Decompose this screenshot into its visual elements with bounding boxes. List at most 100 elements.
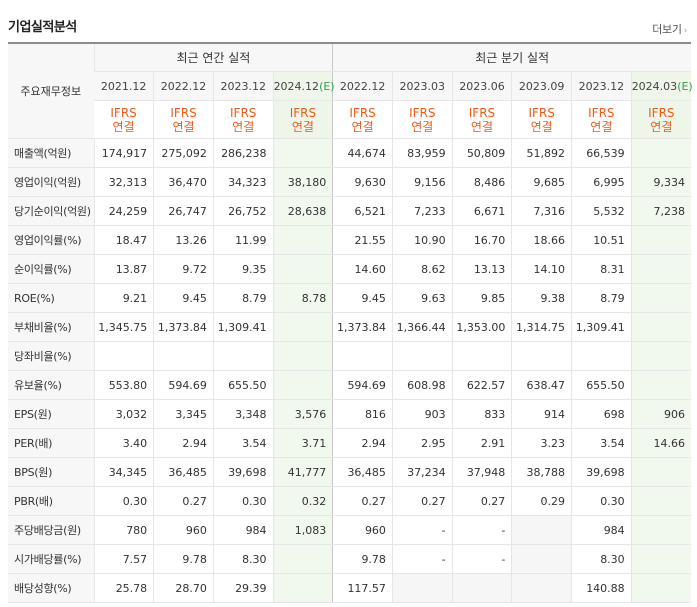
table-cell [630, 486, 691, 516]
basis-header: IFRS 연결 [571, 100, 632, 139]
table-row: 영업이익(억원) 32,313 36,470 34,323 38,180 9,630 9,1… [8, 167, 691, 197]
table-cell: 3,345 [153, 399, 214, 429]
table-cell: 9.63 [391, 283, 453, 313]
period-header: 2023.03 [391, 71, 453, 101]
table-cell: 36,470 [153, 167, 214, 197]
table-cell [212, 341, 274, 371]
table-cell: 2.94 [153, 428, 214, 458]
table-row: 주당배당금(원) 780 960 984 1,083 960- -984 [8, 515, 691, 545]
table-cell: 18.47 [93, 225, 154, 255]
basis-scope: 연결 [351, 119, 374, 134]
table-cell: 9.38 [511, 283, 572, 313]
table-cell: 1,309.41 [212, 312, 274, 342]
table-cell [630, 370, 691, 400]
table-cell [451, 341, 512, 371]
table-cell: 18.66 [511, 225, 572, 255]
table-cell: 984 [571, 515, 632, 545]
table-cell: 9.85 [451, 283, 512, 313]
table-cell [451, 573, 512, 603]
table-cell: 13.13 [451, 254, 512, 284]
row-label: 순이익률(%) [8, 254, 94, 284]
basis-scope: 연결 [172, 119, 195, 134]
period-label: 2023.12 [578, 79, 625, 93]
table-cell: 25.78 [93, 573, 154, 603]
table-cell: 8.78 [272, 283, 333, 313]
table-cell: 9.35 [212, 254, 274, 284]
table-cell: 1,353.00 [451, 312, 512, 342]
table-cell: 9.45 [332, 283, 393, 313]
table-row: 당기순이익(억원) 24,259 26,747 26,752 28,638 6,521 7,… [8, 196, 691, 226]
table-cell: 3,032 [93, 399, 154, 429]
table-cell: 1,373.84 [153, 312, 214, 342]
chevron-right-icon: › [683, 26, 688, 36]
table-cell [272, 573, 333, 603]
basis-scope: 연결 [411, 119, 434, 134]
basis-standard: IFRS [289, 105, 317, 120]
basis-scope: 연결 [232, 119, 255, 134]
row-label: 부채비율(%) [8, 312, 94, 342]
table-cell: 83,959 [391, 138, 453, 168]
table-cell [272, 341, 333, 371]
basis-header: IFRS 연결 [451, 100, 512, 139]
table-cell [630, 573, 691, 603]
basis-header: IFRS 연결 [511, 100, 572, 139]
table-cell: 698 [571, 399, 632, 429]
basis-standard: IFRS [528, 105, 555, 120]
table-cell: 9.72 [153, 254, 214, 284]
table-cell [272, 225, 333, 255]
table-cell: 3.23 [511, 428, 572, 458]
table-cell: 37,948 [451, 457, 512, 487]
table-cell: 1,366.44 [391, 312, 453, 342]
table-cell: 9.78 [332, 544, 393, 574]
table-row: 부채비율(%) 1,345.75 1,373.84 1,309.41 1,373.84 1… [8, 312, 691, 342]
basis-header: IFRS 연결 [153, 100, 214, 139]
period-label: 2022.12 [160, 79, 207, 93]
period-label: 2023.03 [399, 79, 446, 93]
basis-header: IFRS 연결 [272, 100, 333, 139]
row-label: 영업이익(억원) [8, 167, 94, 197]
table-cell [93, 341, 154, 371]
table-cell: 0.32 [272, 486, 333, 516]
basis-header: IFRS 연결 [391, 100, 453, 139]
row-label: 당기순이익(억원) [8, 196, 94, 226]
table-cell: 3,348 [212, 399, 274, 429]
period-label: 2024.12 [273, 79, 320, 93]
table-cell: 0.30 [212, 486, 274, 516]
basis-header: IFRS 연결 [212, 100, 274, 139]
basis-standard: IFRS [230, 105, 257, 120]
table-cell: 9,630 [332, 167, 393, 197]
row-label: PBR(배) [8, 486, 94, 516]
period-label: 2023.12 [220, 79, 266, 93]
basis-standard: IFRS [409, 105, 436, 120]
table-cell: 9,334 [630, 167, 691, 197]
table-cell [511, 515, 572, 545]
table-row: 순이익률(%) 13.87 9.72 9.35 14.60 8.62 13.13 14.10 8… [8, 254, 691, 284]
row-label: 영업이익률(%) [8, 225, 94, 255]
table-cell: 24,259 [93, 196, 154, 226]
table-cell: 8.79 [571, 283, 632, 313]
table-cell: 34,345 [93, 457, 154, 487]
basis-scope: 연결 [112, 119, 135, 134]
table-cell: 26,752 [212, 196, 274, 226]
period-header: 2023.12 [571, 71, 632, 101]
basis-standard: IFRS [648, 105, 675, 120]
table-cell: 0.27 [153, 486, 214, 516]
basis-scope: 연결 [590, 119, 613, 134]
period-header: 2022.12 [332, 71, 393, 101]
table-cell: 8.30 [212, 544, 274, 574]
table-cell: 903 [391, 399, 453, 429]
table-cell: 21.55 [332, 225, 393, 255]
basis-standard: IFRS [468, 105, 496, 120]
table-cell: 29.39 [212, 573, 274, 603]
table-row: ROE(%) 9.21 9.45 8.79 8.78 9.45 9.63 9.85 9.38 8.… [8, 283, 691, 313]
table-cell [153, 341, 214, 371]
table-row: 당좌비율(%) [8, 341, 691, 371]
table-cell [630, 312, 691, 342]
table-cell [272, 254, 333, 284]
table-cell [272, 544, 333, 574]
row-label: 당좌비율(%) [8, 341, 94, 371]
table-cell: 275,092 [153, 138, 214, 168]
more-link[interactable]: 더보기 › [652, 21, 687, 37]
more-label: 더보기 [652, 23, 682, 36]
table-cell: 655.50 [571, 370, 632, 400]
